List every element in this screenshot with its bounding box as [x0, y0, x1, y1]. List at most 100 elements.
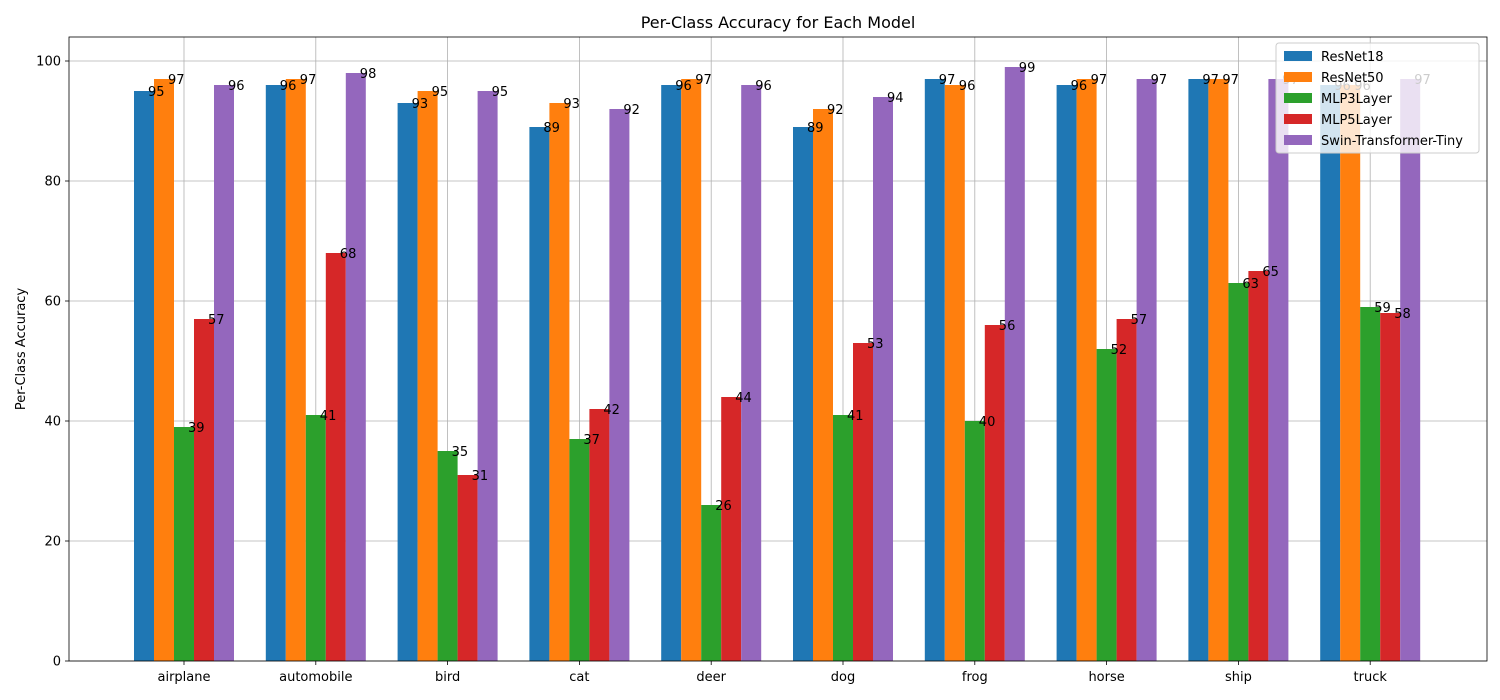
- bar-value-label: 41: [320, 409, 337, 424]
- bar-value-label: 35: [452, 445, 469, 460]
- bar-mlp3layer: [437, 451, 458, 661]
- bar-value-label: 68: [340, 247, 357, 262]
- bar-mlp3layer: [701, 505, 722, 661]
- bar-swin-transformer-tiny: [741, 85, 762, 661]
- x-tick-label: truck: [1354, 670, 1388, 685]
- legend-label: ResNet18: [1321, 50, 1384, 65]
- bar-value-label: 59: [1374, 301, 1391, 316]
- bar-resnet50: [1340, 85, 1361, 661]
- bar-value-label: 97: [1091, 73, 1108, 88]
- bar-resnet50: [944, 85, 965, 661]
- bar-resnet18: [1320, 85, 1341, 661]
- bar-resnet18: [265, 85, 286, 661]
- bars: [134, 67, 1421, 661]
- bar-resnet50: [1076, 79, 1097, 661]
- bar-swin-transformer-tiny: [1004, 67, 1025, 661]
- bar-value-label: 97: [168, 73, 185, 88]
- y-tick-label: 20: [44, 535, 61, 550]
- bar-resnet18: [661, 85, 682, 661]
- bar-resnet18: [1056, 85, 1077, 661]
- bar-resnet18: [529, 127, 550, 661]
- legend-swatch: [1284, 51, 1312, 61]
- data-labels: 9596938996899796979697979593979296979796…: [148, 61, 1431, 514]
- bar-resnet18: [793, 127, 813, 661]
- bar-value-label: 93: [563, 97, 580, 112]
- bar-value-label: 96: [1071, 79, 1088, 94]
- x-tick-label: horse: [1088, 670, 1124, 685]
- bar-value-label: 57: [1131, 313, 1148, 328]
- bar-mlp5layer: [194, 319, 214, 661]
- bar-resnet50: [285, 79, 306, 661]
- x-tick-label: frog: [962, 670, 988, 685]
- y-tick-label: 60: [44, 295, 61, 310]
- axes: 0 20 40 60 80 100 airplane automobile bird cat dee…: [36, 36, 1488, 685]
- bar-value-label: 97: [1202, 73, 1219, 88]
- bar-value-label: 52: [1111, 343, 1128, 358]
- bar-resnet18: [924, 79, 945, 661]
- x-tick-label: cat: [569, 670, 589, 685]
- bar-value-label: 94: [887, 91, 904, 106]
- bar-mlp3layer: [174, 427, 194, 661]
- x-tick-label: dog: [831, 670, 855, 685]
- bar-value-label: 97: [1151, 73, 1168, 88]
- y-tick-label: 0: [53, 655, 61, 670]
- x-tick-label: airplane: [158, 670, 211, 685]
- bar-swin-transformer-tiny: [1400, 79, 1421, 661]
- bar-resnet50: [549, 103, 570, 661]
- legend-swatch: [1284, 114, 1312, 124]
- legend-label: Swin-Transformer-Tiny: [1321, 134, 1463, 149]
- legend: ResNet18 ResNet50 MLP3Layer MLP5Layer Swin-T…: [1275, 42, 1480, 154]
- bar-value-label: 97: [939, 73, 956, 88]
- bar-swin-transformer-tiny: [609, 109, 630, 661]
- bar-value-label: 97: [695, 73, 712, 88]
- bar-mlp5layer: [721, 397, 742, 661]
- bar-value-label: 96: [675, 79, 692, 94]
- bar-value-label: 37: [583, 433, 600, 448]
- bar-value-label: 95: [432, 85, 449, 100]
- chart-title: Per-Class Accuracy for Each Model: [641, 13, 916, 32]
- bar-value-label: 97: [1222, 73, 1239, 88]
- bar-swin-transformer-tiny: [214, 85, 234, 661]
- bar-swin-transformer-tiny: [1136, 79, 1157, 661]
- bar-mlp5layer: [1116, 319, 1137, 661]
- bar-resnet50: [154, 79, 174, 661]
- bar-value-label: 96: [228, 79, 245, 94]
- bar-swin-transformer-tiny: [873, 97, 893, 661]
- bar-resnet50: [813, 109, 833, 661]
- bar-value-label: 57: [208, 313, 225, 328]
- bar-mlp5layer: [984, 325, 1005, 661]
- bar-value-label: 96: [755, 79, 772, 94]
- bar-value-label: 95: [148, 85, 165, 100]
- y-tick-label: 100: [36, 55, 61, 70]
- bar-value-label: 65: [1262, 265, 1279, 280]
- bar-resnet50: [1208, 79, 1229, 661]
- bar-value-label: 99: [1019, 61, 1036, 76]
- bar-value-label: 89: [543, 121, 560, 136]
- bar-resnet18: [1188, 79, 1209, 661]
- bar-value-label: 42: [603, 403, 620, 418]
- legend-box: [1275, 42, 1480, 154]
- bar-value-label: 97: [300, 73, 317, 88]
- bar-value-label: 58: [1394, 307, 1411, 322]
- legend-label: ResNet50: [1321, 71, 1384, 86]
- bar-value-label: 92: [827, 103, 844, 118]
- legend-swatch: [1284, 72, 1312, 82]
- bar-value-label: 63: [1242, 277, 1259, 292]
- x-tick-label: bird: [435, 670, 460, 685]
- bar-mlp5layer: [589, 409, 610, 661]
- bar-mlp3layer: [1096, 349, 1117, 661]
- bar-mlp5layer: [1380, 313, 1401, 661]
- bar-swin-transformer-tiny: [477, 91, 498, 661]
- legend-swatch: [1284, 135, 1312, 145]
- bar-swin-transformer-tiny: [345, 73, 366, 661]
- bar-value-label: 31: [472, 469, 489, 484]
- bar-resnet50: [417, 91, 438, 661]
- bar-value-label: 40: [979, 415, 996, 430]
- x-tick-label: automobile: [279, 670, 352, 685]
- bar-mlp3layer: [1360, 307, 1381, 661]
- bar-value-label: 89: [807, 121, 824, 136]
- bar-mlp5layer: [1248, 271, 1269, 661]
- bar-value-label: 98: [360, 67, 377, 82]
- bar-value-label: 39: [188, 421, 205, 436]
